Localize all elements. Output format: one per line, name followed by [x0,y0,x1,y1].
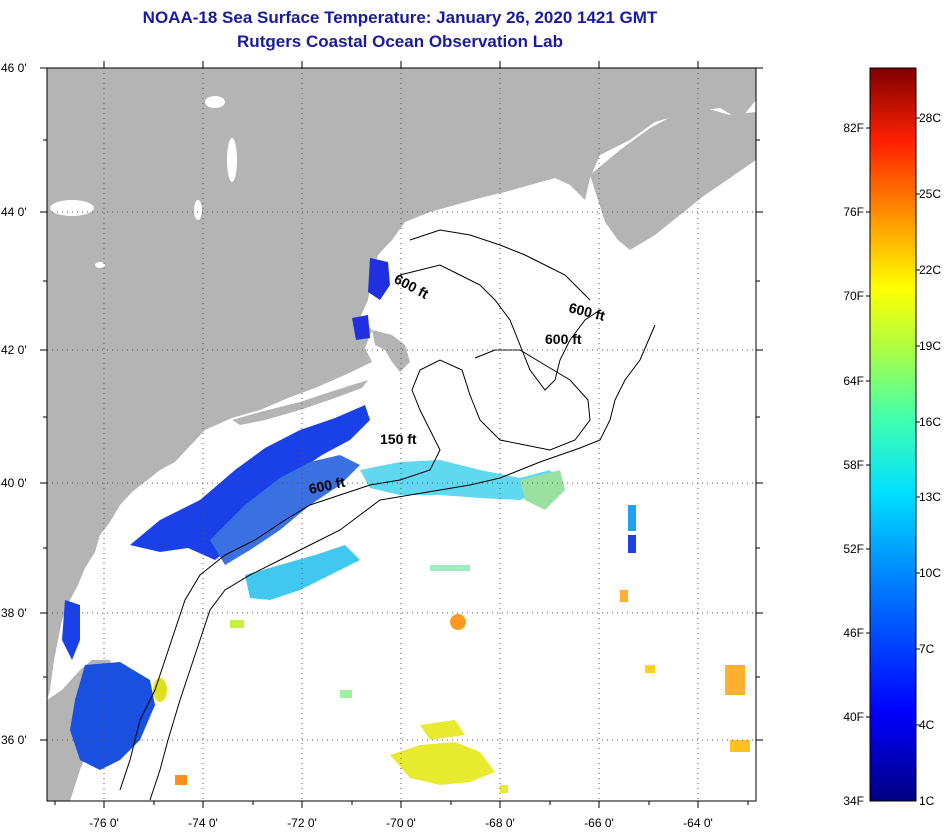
lake [227,138,237,182]
colorbar-c-label: 1C [919,794,935,808]
sst-gulf-stream-yellow [420,720,465,740]
lat-label: 40 0' [1,476,27,490]
sst-shelf-cold [130,405,370,560]
map-title: NOAA-18 Sea Surface Temperature: January… [142,8,658,27]
colorbar-f-label: 70F [843,289,864,303]
sst-cape-cod-bay [352,315,370,340]
lat-label: 46 0' [1,61,27,75]
isobath-600ft [149,324,656,801]
land-long-island [232,380,368,425]
isobath-150ft [119,349,591,791]
lat-label: 42 0' [1,343,27,357]
sst-warm-patch [340,690,352,698]
isobath-label: 150 ft [380,431,417,447]
land-cape-cod [372,330,410,372]
map-grid [47,68,756,801]
colorbar-c-label: 28C [919,111,941,125]
sst-gulf-stream-yellow [390,742,495,785]
colorbar [869,67,917,802]
sst-warm-patch [620,590,628,602]
colorbar-c-label: 19C [919,339,941,353]
lat-label: 36 0' [1,733,27,747]
colorbar-c-label: 16C [919,415,941,429]
colorbar-c-label: 4C [919,718,935,732]
sst-warm-patch [725,665,745,695]
lon-label: -72 0' [287,816,317,830]
lake [95,262,105,268]
sst-slope-warm [520,470,565,510]
lake [50,200,94,216]
lat-label: 38 0' [1,606,27,620]
colorbar-f-label: 76F [843,205,864,219]
colorbar-c-label: 10C [919,566,941,580]
colorbar-c-label: 22C [919,263,941,277]
sst-gulf-maine-patch [368,258,390,300]
sst-patch [430,565,470,571]
isobath-gulf-maine [399,264,601,391]
colorbar-f-label: 82F [843,121,864,135]
isobath-label: 600 ft [307,474,346,497]
sst-warm-patch [230,620,244,628]
colorbar-c-label: 7C [919,642,935,656]
sst-chesapeake [62,600,80,660]
sst-eddy-core [628,535,636,553]
colorbar-f-label: 46F [843,626,864,640]
colorbar-c-label: 25C [919,187,941,201]
map-subtitle: Rutgers Coastal Ocean Observation Lab [237,32,563,51]
sst-warm-patch [175,775,187,785]
land-mainland [47,68,756,700]
isobath-label: 600 ft [545,331,582,347]
sst-shelf-break [245,545,360,600]
colorbar-f-label: 34F [843,794,864,808]
colorbar-f-label: 40F [843,710,864,724]
sst-warm-patch [450,614,466,630]
sst-shelf-break-east [360,460,560,500]
colorbar-c-label: 13C [919,490,941,504]
lake [194,200,202,220]
isobath-inner [409,229,591,301]
lake [205,96,225,108]
lon-label: -66 0' [584,816,614,830]
colorbar-f-label: 52F [843,542,864,556]
lon-label: -76 0' [89,816,119,830]
colorbar-f-label: 58F [843,458,864,472]
sst-warm-patch [645,665,655,673]
lon-label: -64 0' [683,816,713,830]
lon-label: -68 0' [485,816,515,830]
lat-ticks [40,67,763,741]
lat-label: 44 0' [1,205,27,219]
lon-ticks [54,61,749,808]
lon-label: -74 0' [188,816,218,830]
lon-label: -70 0' [386,816,416,830]
colorbar-f-label: 64F [843,374,864,388]
sst-eddy [628,505,636,531]
sst-warm-patch [500,785,508,793]
colorbar-ticks [866,117,920,726]
sst-warm-patch [730,740,750,752]
land-nova-scotia [590,108,756,250]
